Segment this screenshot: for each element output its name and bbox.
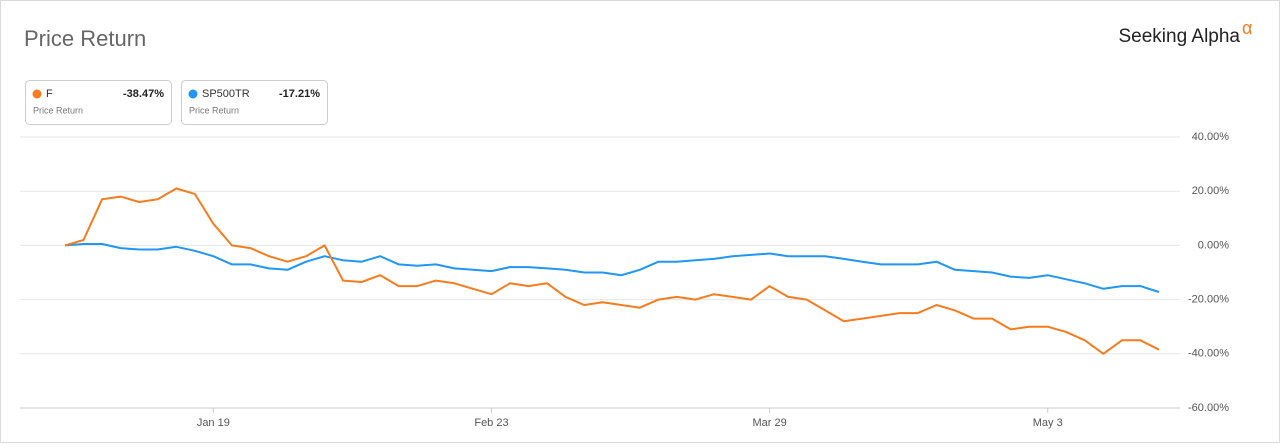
x-tick-label: May 3 bbox=[1033, 417, 1063, 429]
legend-swatch bbox=[32, 89, 42, 99]
y-tick-label: -20.00% bbox=[1188, 294, 1229, 306]
y-tick-label: -60.00% bbox=[1188, 402, 1229, 414]
legend-change: -17.21% bbox=[279, 88, 320, 100]
legend-name: F bbox=[46, 88, 53, 100]
x-tick-label: Jan 19 bbox=[197, 417, 230, 429]
series-line bbox=[64, 187, 1160, 355]
y-tick-label: 0.00% bbox=[1198, 239, 1229, 251]
x-tick-label: Feb 23 bbox=[474, 417, 508, 429]
x-tick-label: Mar 29 bbox=[752, 417, 786, 429]
legend-name: SP500TR bbox=[202, 88, 250, 100]
series-line bbox=[64, 243, 1160, 293]
legend-metric: Price Return bbox=[33, 105, 83, 115]
y-tick-label: 20.00% bbox=[1192, 185, 1230, 197]
chart-title: Price Return bbox=[24, 26, 146, 51]
legend-metric: Price Return bbox=[189, 105, 239, 115]
y-tick-label: -40.00% bbox=[1188, 348, 1229, 360]
brand: Seeking Alpha bbox=[1119, 26, 1241, 47]
legend-swatch bbox=[188, 89, 198, 99]
legend-box bbox=[181, 80, 328, 125]
legend-box bbox=[25, 80, 172, 125]
y-tick-label: 40.00% bbox=[1192, 131, 1230, 143]
legend-change: -38.47% bbox=[123, 88, 164, 100]
brand-mark: α bbox=[1242, 18, 1252, 38]
